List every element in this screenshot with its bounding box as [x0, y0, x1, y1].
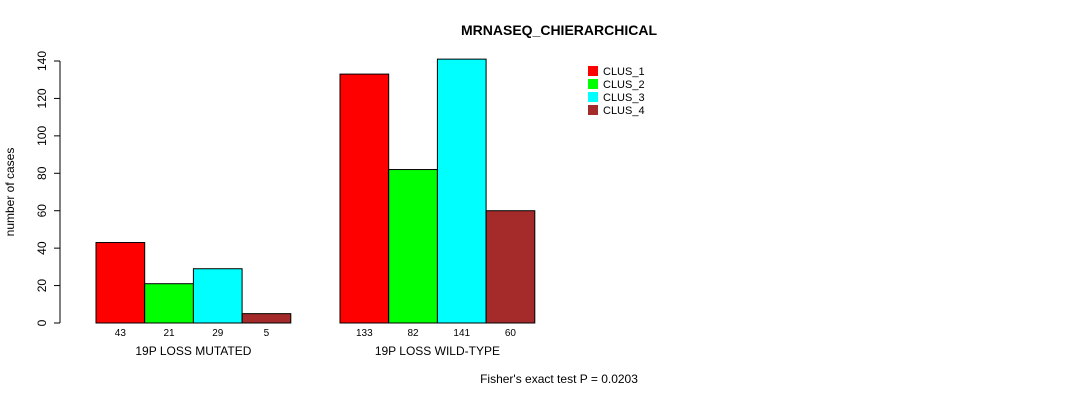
x-category-label: 19P LOSS WILD-TYPE — [375, 344, 500, 358]
bar-count-label: 133 — [356, 328, 373, 339]
bar-count-label: 43 — [115, 328, 127, 339]
y-axis: 0 20 40 60 80 100 120 140 — [35, 51, 61, 326]
bar-count-label: 29 — [212, 328, 224, 339]
y-tick-label: 40 — [35, 241, 49, 255]
y-tick-label: 60 — [35, 204, 49, 218]
bar-count-label: 82 — [407, 328, 419, 339]
bar-clus-4-19p-loss-mutated — [241, 313, 292, 324]
legend-label: CLUS_4 — [603, 105, 645, 117]
legend-label: CLUS_1 — [603, 66, 645, 78]
legend-swatch — [588, 92, 598, 102]
legend-swatch — [588, 79, 598, 89]
bar-group-19p-loss-mutated: 43 21 29 5 19P LOSS MUTATED — [95, 242, 292, 358]
legend-label: CLUS_3 — [603, 92, 645, 104]
y-tick-label: 140 — [35, 51, 49, 71]
bar-clus-2-19p-loss-wild-type — [388, 169, 438, 324]
x-category-label: 19P LOSS MUTATED — [135, 344, 251, 358]
legend-swatch — [588, 66, 598, 76]
bar-clus-2-19p-loss-mutated — [144, 283, 194, 324]
y-tick-label: 120 — [35, 88, 49, 108]
legend-item-clus-4: CLUS_4 — [588, 105, 645, 117]
bar-clus-1-19p-loss-mutated — [95, 242, 146, 324]
legend-label: CLUS_2 — [603, 79, 645, 91]
bar-groups: 43 21 29 5 19P LOSS MUTATED 133 82 141 60 19P LOS… — [95, 58, 536, 358]
bar-count-label: 60 — [505, 328, 517, 339]
fisher-test-footnote: Fisher's exact test P = 0.0203 — [480, 372, 638, 386]
bar-count-label: 141 — [453, 328, 470, 339]
bar-clus-3-19p-loss-mutated — [192, 268, 243, 324]
legend-swatch — [588, 105, 598, 115]
bar-clus-4-19p-loss-wild-type — [485, 210, 536, 324]
legend-item-clus-1: CLUS_1 — [588, 66, 645, 78]
bar-count-label: 21 — [163, 328, 175, 339]
y-tick-label: 20 — [35, 279, 49, 293]
y-axis-label: number of cases — [3, 148, 17, 237]
chart-title: MRNASEQ_CHIERARCHICAL — [461, 22, 657, 38]
bar-count-label: 5 — [264, 328, 270, 339]
legend-item-clus-2: CLUS_2 — [588, 79, 645, 91]
bar-clus-1-19p-loss-wild-type — [339, 73, 390, 324]
y-tick-label: 80 — [35, 166, 49, 180]
legend-item-clus-3: CLUS_3 — [588, 92, 645, 104]
y-tick-label: 0 — [35, 319, 49, 326]
bar-group-19p-loss-wild-type: 133 82 141 60 19P LOSS WILD-TYPE — [339, 58, 536, 358]
bar-clus-3-19p-loss-wild-type — [436, 58, 487, 324]
y-tick-label: 100 — [35, 126, 49, 146]
